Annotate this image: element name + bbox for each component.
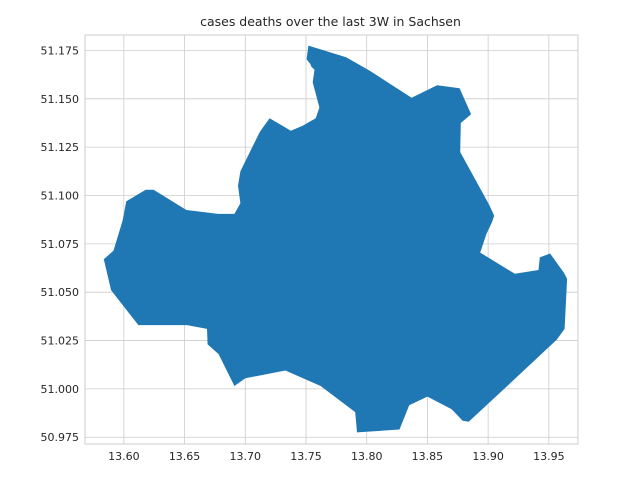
x-tick-label: 13.60 [108, 450, 140, 463]
region-polygon [103, 45, 568, 433]
x-axis-ticks: 13.60 13.65 13.70 13.75 13.80 13.85 13.90 13.95 [108, 450, 565, 463]
y-axis-ticks: 50.975 51.000 51.025 51.050 51.075 51.100 51.1… [41, 44, 80, 444]
x-tick-label: 13.80 [351, 450, 383, 463]
y-tick-label: 51.175 [41, 44, 80, 57]
y-tick-label: 51.150 [41, 93, 80, 106]
y-tick-label: 51.025 [41, 335, 80, 348]
chart-title: cases deaths over the last 3W in Sachsen [200, 14, 461, 29]
y-tick-label: 50.975 [41, 431, 80, 444]
x-tick-label: 13.70 [230, 450, 262, 463]
y-tick-label: 51.050 [41, 286, 80, 299]
y-tick-label: 51.075 [41, 238, 80, 251]
y-tick-label: 51.125 [41, 141, 80, 154]
x-tick-label: 13.65 [169, 450, 201, 463]
x-tick-label: 13.85 [412, 450, 444, 463]
x-tick-label: 13.75 [290, 450, 322, 463]
y-tick-label: 51.000 [41, 383, 80, 396]
x-tick-label: 13.90 [472, 450, 504, 463]
y-tick-label: 51.100 [41, 190, 80, 203]
x-tick-label: 13.95 [533, 450, 565, 463]
